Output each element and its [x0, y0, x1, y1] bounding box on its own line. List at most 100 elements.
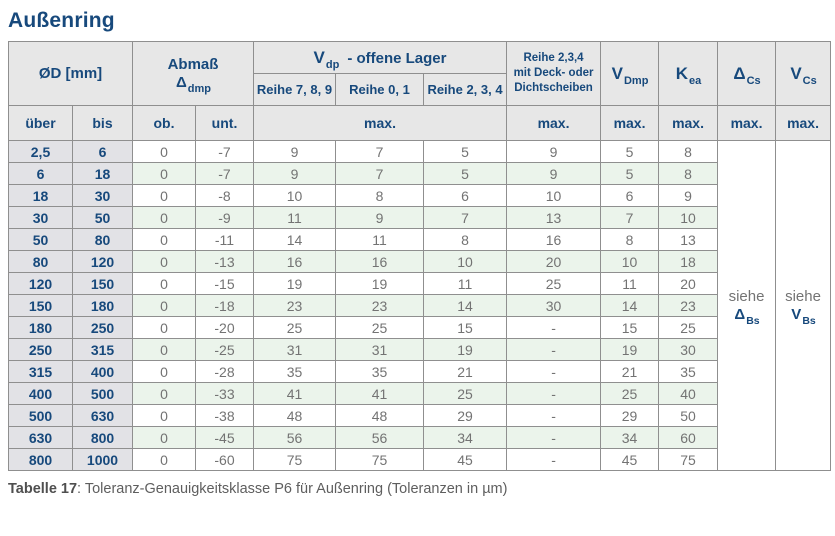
subheader-ob: ob. — [132, 105, 196, 141]
cell-r234: 8 — [422, 228, 508, 251]
cell-unt: -33 — [195, 382, 254, 405]
cell-r01: 9 — [335, 206, 424, 229]
cell-bis: 50 — [72, 206, 133, 229]
cell-ob: 0 — [132, 162, 196, 185]
cell-bis: 1000 — [72, 448, 133, 471]
cell-r789: 75 — [253, 448, 336, 471]
table-row: 18 30 0 -8 10 8 6 10 6 9 — [8, 184, 831, 207]
cell-ob: 0 — [132, 426, 196, 449]
abmass-label: Abmaß — [167, 56, 219, 73]
cell-r789: 14 — [253, 228, 336, 251]
col-header-reihe789: Reihe 7, 8, 9 — [253, 73, 336, 106]
cell-vdmp: 8 — [600, 228, 660, 251]
cell-r789: 48 — [253, 404, 336, 427]
cell-r789: 31 — [253, 338, 336, 361]
table-caption: Tabelle 17: Toleranz-Genauigkeitsklasse … — [8, 481, 835, 497]
table-row: 80 120 0 -13 16 16 10 20 10 18 — [8, 250, 831, 273]
cell-ueber: 800 — [8, 448, 73, 471]
cell-bis: 80 — [72, 228, 133, 251]
cell-kea: 9 — [658, 184, 719, 207]
cell-vdmp: 11 — [600, 272, 660, 295]
cell-kea: 75 — [658, 448, 719, 471]
cell-r01: 16 — [335, 250, 424, 273]
cell-vdmp: 5 — [600, 140, 660, 163]
cell-kea: 18 — [658, 250, 719, 273]
cell-unt: -60 — [195, 448, 254, 471]
cell-bis: 630 — [72, 404, 133, 427]
cell-r789: 35 — [253, 360, 336, 383]
cell-r789: 9 — [253, 140, 336, 163]
table-row: 315 400 0 -28 35 35 21-21 35 — [8, 360, 831, 383]
caption-number: Tabelle 17 — [8, 481, 78, 497]
cell-r01: 41 — [335, 382, 424, 405]
table-row: 30 50 0 -9 11 9 7 13 7 10 — [8, 206, 831, 229]
cell-r789: 19 — [253, 272, 336, 295]
cell-r01: 7 — [335, 162, 424, 185]
cell-ob: 0 — [132, 338, 196, 361]
cell-r234: 5 — [422, 162, 508, 185]
cell-r01: 23 — [335, 294, 424, 317]
table-row: 2,5 6 0 -7 9 7 5 9 5 8 siehe ΔBs siehe VBs — [8, 140, 832, 471]
cell-ueber: 630 — [8, 426, 73, 449]
col-header-kea: Kea — [658, 41, 719, 106]
col-header-delta-cs: ΔCs — [717, 41, 777, 106]
col-header-vdp: Vdp - offene Lager — [252, 41, 508, 74]
cell-deck: - — [506, 426, 602, 449]
subheader-max-vdmp: max. — [600, 105, 660, 141]
cell-bis: 18 — [72, 162, 133, 185]
cell-r01: 56 — [335, 426, 424, 449]
subheader-bis: bis — [72, 105, 133, 141]
cell-vdmp: 21 — [600, 360, 660, 383]
cell-ueber: 150 — [8, 294, 73, 317]
cell-vdmp: 34 — [600, 426, 660, 449]
cell-vdmp: 15 — [600, 316, 660, 339]
cell-ob: 0 — [132, 382, 196, 405]
cell-r234: 5 — [422, 140, 508, 163]
cell-kea: 10 — [658, 206, 719, 229]
cell-ueber: 2,5 — [8, 140, 73, 163]
cell-deck: 9 — [506, 140, 602, 163]
cell-ueber: 120 — [8, 272, 73, 295]
cell-ob: 0 — [132, 184, 196, 207]
subheader-unt: unt. — [195, 105, 254, 141]
cell-bis: 500 — [72, 382, 133, 405]
cell-ob: 0 — [132, 272, 196, 295]
cell-ueber: 315 — [8, 360, 73, 383]
cell-r789: 41 — [253, 382, 336, 405]
subheader-max-kea: max. — [658, 105, 719, 141]
cell-ueber: 250 — [8, 338, 73, 361]
cell-unt: -9 — [195, 206, 254, 229]
cell-deck: 20 — [506, 250, 602, 273]
table-row: 800 1000 0 -60 75 75 45-45 75 — [8, 448, 831, 471]
see-v-bs-cell: siehe VBs — [775, 140, 832, 471]
cell-unt: -20 — [195, 316, 254, 339]
cell-deck: - — [506, 448, 602, 471]
cell-deck: - — [506, 338, 602, 361]
col-header-reihe01: Reihe 0, 1 — [335, 73, 424, 106]
cell-kea: 25 — [658, 316, 719, 339]
cell-deck: 13 — [506, 206, 602, 229]
table-row: 50 80 0 -11 14 11 8 16 8 13 — [8, 228, 831, 251]
cell-ob: 0 — [132, 250, 196, 273]
cell-kea: 60 — [658, 426, 719, 449]
cell-ob: 0 — [132, 206, 196, 229]
cell-r234: 14 — [422, 294, 508, 317]
cell-ob: 0 — [132, 404, 196, 427]
caption-text: : Toleranz-Genauigkeitsklasse P6 für Auß… — [77, 481, 508, 497]
cell-r01: 11 — [335, 228, 424, 251]
cell-ueber: 18 — [8, 184, 73, 207]
cell-ob: 0 — [132, 228, 196, 251]
cell-ueber: 180 — [8, 316, 73, 339]
cell-r234: 45 — [422, 448, 508, 471]
cell-r01: 7 — [335, 140, 424, 163]
cell-bis: 250 — [72, 316, 133, 339]
cell-bis: 30 — [72, 184, 133, 207]
cell-unt: -13 — [195, 250, 254, 273]
cell-deck: 16 — [506, 228, 602, 251]
cell-r234: 11 — [422, 272, 508, 295]
cell-unt: -28 — [195, 360, 254, 383]
cell-r01: 19 — [335, 272, 424, 295]
cell-bis: 150 — [72, 272, 133, 295]
cell-r234: 29 — [422, 404, 508, 427]
cell-r789: 11 — [253, 206, 336, 229]
